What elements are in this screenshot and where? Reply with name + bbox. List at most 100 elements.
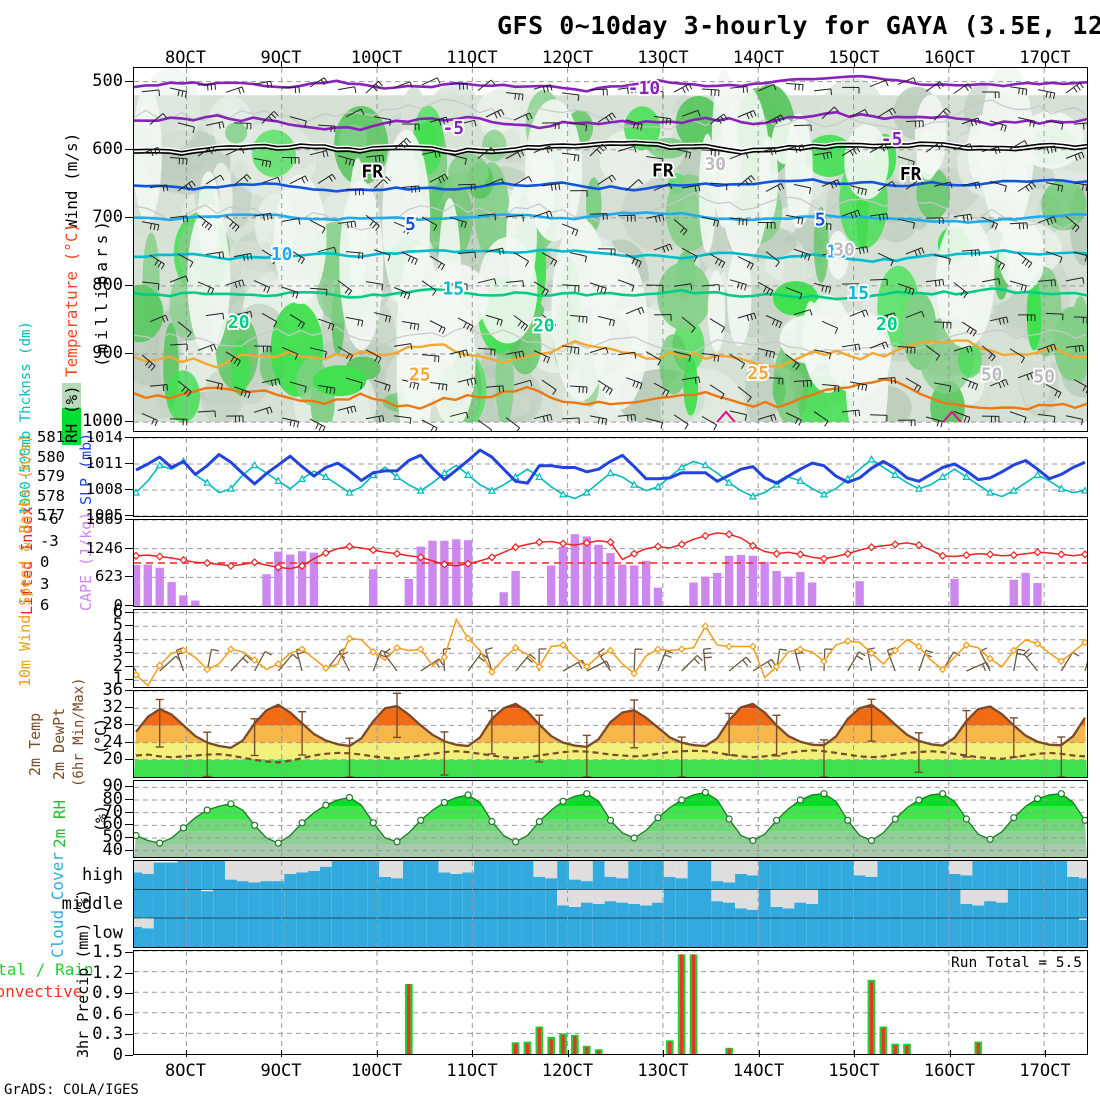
time-tick-mark [949, 1050, 951, 1057]
time-tick-14oct: 14OCT [732, 1061, 785, 1081]
precip-tick-labels: 1.5 1.2 0.9 0.6 0.3 0 [0, 942, 133, 1065]
contour-label: FR [361, 162, 383, 183]
contour-label: 15 [847, 283, 869, 304]
temp-tick-36: 36 [102, 680, 123, 700]
lifted-index-tick-6: 6 [40, 596, 50, 614]
time-tick-16oct: 16OCT [923, 48, 976, 68]
contour-label: 10 [271, 244, 293, 265]
time-tick-15oct: 15OCT [828, 1061, 880, 1081]
precip-tick-mark [125, 1055, 133, 1056]
slp-tick-mark [125, 437, 133, 438]
bottom-time-axis: 8OCT 9OCT 10OCT 11OCT 12OCT 13OCT 14OCT 15OCT 16… [133, 1050, 1088, 1081]
time-tick-12oct: 12OCT [541, 48, 594, 68]
contour-label: 15 [847, 283, 869, 304]
rh-tick-mark [125, 799, 133, 800]
rh-tick-70: 70 [102, 801, 123, 822]
time-tick-mark [281, 61, 283, 68]
time-tick-8oct: 8OCT [165, 1061, 206, 1081]
contour-label: 20 [876, 314, 898, 335]
time-tick-16oct: 16OCT [923, 1061, 976, 1081]
panel-li-cape [133, 519, 1088, 607]
time-tick-14oct: 14OCT [732, 48, 785, 68]
precip-tick-mark [125, 1034, 133, 1036]
panel-cloud-cover [133, 860, 1088, 948]
contour-label: 20 [876, 314, 898, 335]
temp-tick-20: 20 [102, 748, 123, 769]
time-tick-mark [758, 1050, 760, 1057]
time-tick-13oct: 13OCT [637, 48, 689, 68]
contour-label: FR [900, 164, 922, 185]
cape-tick-mark [125, 605, 133, 606]
temp-tick-mark [125, 758, 133, 760]
thickness-tick-577: 577 [37, 506, 65, 524]
axis-label-precip-total: Total / Rain [0, 960, 94, 979]
time-tick-mark [1045, 61, 1047, 68]
precip-tick-mark [125, 952, 133, 953]
pressure-tick-mark [125, 421, 133, 423]
slp-tick-mark [125, 489, 133, 490]
pressure-tick-500: 500 [92, 70, 123, 91]
rh-tick-90: 90 [102, 776, 123, 797]
wind-tick-2: 2 [112, 655, 123, 676]
rh-tick-60: 60 [102, 814, 123, 835]
precip-tick-1-5: 1.5 [92, 942, 123, 962]
time-tick-mark [185, 1050, 187, 1057]
wind-tick-mark [125, 638, 133, 640]
contour-label: FR [652, 161, 674, 182]
contour-label: 5 [815, 210, 826, 231]
footer-credit: GrADS: COLA/IGES [4, 1082, 139, 1098]
contour-label: 30 [704, 154, 726, 175]
time-tick-8oct: 8OCT [165, 48, 206, 68]
contour-label: 10 [826, 241, 848, 262]
thickness-tick-578: 578 [37, 486, 65, 505]
wind-tick-3: 3 [112, 642, 123, 663]
wind-tick-mark [125, 611, 133, 613]
time-tick-mark [472, 61, 474, 68]
rh-tick-80: 80 [102, 789, 123, 809]
contour-label: 5 [405, 214, 416, 235]
wind-tick-mark [125, 679, 133, 681]
pressure-tick-mark [125, 216, 133, 218]
panel-temp2m [133, 690, 1088, 778]
contour-label: 15 [442, 279, 464, 300]
time-tick-mark [472, 1050, 474, 1057]
panel-slp-thickness [133, 437, 1088, 517]
precip-tick-0-6: 0.6 [92, 1003, 123, 1024]
time-tick-17oct: 17OCT [1019, 1061, 1071, 1081]
contour-label: -5 [881, 129, 903, 150]
axis-label-precip-convective: Convective [0, 982, 83, 1001]
wind-tick-5: 5 [112, 615, 123, 636]
temp-tick-28: 28 [102, 714, 123, 735]
contour-label: 30 [704, 154, 726, 175]
top-time-axis: 8OCT 9OCT 10OCT 11OCT 12OCT 13OCT 14OCT 15OCT 16… [133, 48, 1088, 68]
time-tick-mark [949, 61, 951, 68]
pressure-tick-labels: 500 600 700 800 900 1000 [0, 67, 133, 432]
temp-tick-mark [125, 724, 133, 726]
cape-tick-labels: 1869 1246 623 0 -6 -3 0 3 6 [0, 510, 133, 614]
pressure-tick-800: 800 [92, 274, 123, 295]
rh-tick-mark [125, 824, 133, 826]
contour-label: -10 [628, 78, 661, 99]
contour-label: -5 [442, 118, 464, 139]
precip-tick-0: 0 [112, 1045, 123, 1065]
time-tick-10oct: 10OCT [350, 48, 403, 68]
cape-tick-623: 623 [95, 567, 123, 586]
wind-tick-4: 4 [112, 628, 123, 649]
slp-tick-1014: 1014 [85, 428, 123, 446]
pressure-tick-900: 900 [92, 343, 123, 364]
panel-rh2m [133, 780, 1088, 858]
time-tick-mark [567, 61, 569, 68]
cape-tick-mark [125, 576, 133, 578]
contour-label: -5 [881, 129, 903, 150]
contour-label: -5 [442, 118, 464, 139]
pressure-tick-mark [125, 353, 133, 355]
time-tick-11oct: 11OCT [446, 1061, 498, 1081]
temp-tick-labels: 36 32 28 24 20 [0, 680, 133, 778]
time-tick-mark [854, 61, 856, 68]
rh-tick-50: 50 [102, 827, 123, 847]
contour-label: 50 [1033, 367, 1055, 388]
contour-label: 50 [981, 365, 1003, 386]
time-tick-mark [854, 1050, 856, 1057]
slp-tick-labels: 1014 1011 1008 1005 581 580 579 578 577 [0, 428, 133, 524]
cape-tick-0: 0 [113, 596, 123, 614]
